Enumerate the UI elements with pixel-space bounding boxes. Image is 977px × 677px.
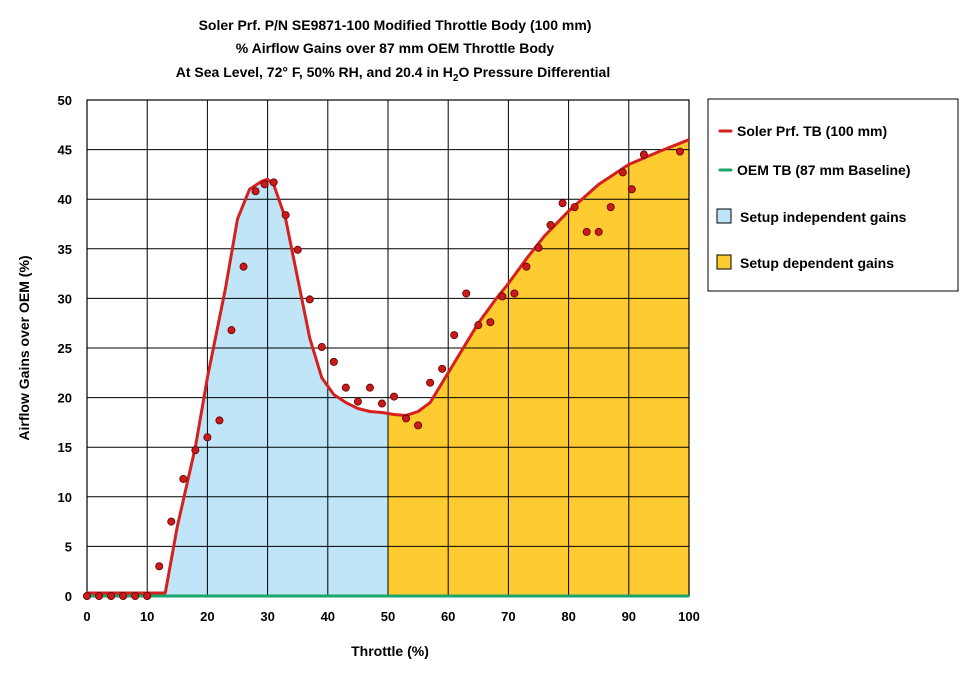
data-point [498, 292, 507, 301]
data-point [522, 262, 531, 271]
y-tick-label: 5 [65, 539, 72, 554]
y-tick-label: 10 [58, 490, 72, 505]
legend-label-soler: Soler Prf. TB (100 mm) [737, 123, 887, 139]
y-tick-label: 0 [65, 589, 72, 604]
legend-swatch-independent [716, 208, 732, 224]
data-point [474, 321, 483, 330]
x-tick-label: 70 [501, 609, 515, 624]
subtitle-text-post: O Pressure Differential [458, 64, 610, 80]
x-tick-label: 90 [622, 609, 636, 624]
x-tick-label: 80 [561, 609, 575, 624]
x-tick-label: 30 [260, 609, 274, 624]
x-tick-label: 60 [441, 609, 455, 624]
x-axis-title: Throttle (%) [351, 643, 429, 659]
data-point [402, 414, 411, 423]
x-tick-label: 20 [200, 609, 214, 624]
data-point [329, 357, 338, 366]
legend-label-dependent: Setup dependent gains [740, 255, 894, 271]
legend-label-independent: Setup independent gains [740, 209, 907, 225]
data-point [227, 326, 236, 335]
data-point [426, 378, 435, 387]
subtitle-text-pre: At Sea Level, 72° F, 50% RH, and 20.4 in… [176, 64, 453, 80]
data-point [341, 383, 350, 392]
x-tick-label: 100 [678, 609, 700, 624]
data-point [95, 592, 104, 601]
data-point [606, 203, 615, 212]
data-point [215, 416, 224, 425]
data-point [627, 185, 636, 194]
data-point [462, 289, 471, 298]
region-fills [87, 139, 689, 597]
chart-title-line-2: % Airflow Gains over 87 mm OEM Throttle … [236, 40, 555, 56]
x-tick-label: 0 [83, 609, 90, 624]
data-point [260, 180, 269, 189]
data-point [510, 289, 519, 298]
y-tick-label: 50 [58, 93, 72, 108]
soler-curve-series [87, 138, 690, 595]
data-point [143, 592, 152, 601]
data-point [570, 203, 579, 212]
y-tick-label: 15 [58, 440, 72, 455]
legend-swatch-dependent [716, 254, 732, 270]
data-point [191, 446, 200, 455]
x-tick-label: 40 [321, 609, 335, 624]
data-point [179, 474, 188, 483]
y-tick-label: 25 [58, 341, 72, 356]
y-tick-label: 45 [58, 143, 72, 158]
x-tick-labels: 0 10 20 30 40 50 60 70 80 90 100 [83, 609, 699, 624]
data-point [239, 262, 248, 271]
data-point [390, 392, 399, 401]
data-point [281, 211, 290, 220]
data-point [377, 399, 386, 408]
data-point [558, 199, 567, 208]
data-point [317, 343, 326, 352]
data-point [546, 220, 555, 229]
data-point [269, 178, 278, 187]
data-point [582, 227, 591, 236]
legend-label-oem: OEM TB (87 mm Baseline) [737, 162, 911, 178]
data-point [365, 383, 374, 392]
y-tick-label: 20 [58, 391, 72, 406]
legend: Soler Prf. TB (100 mm) OEM TB (87 mm Bas… [707, 98, 959, 292]
gridlines [87, 100, 689, 596]
data-point [293, 245, 302, 254]
y-tick-label: 30 [58, 291, 72, 306]
x-tick-label: 50 [381, 609, 395, 624]
data-point [486, 318, 495, 327]
y-tick-labels: 0 5 10 15 20 25 30 35 40 45 50 [58, 93, 72, 604]
data-point [83, 592, 92, 601]
data-point [414, 421, 423, 430]
data-point [107, 592, 116, 601]
y-tick-label: 40 [58, 192, 72, 207]
y-axis-title: Airflow Gains over OEM (%) [16, 255, 32, 440]
data-point [131, 592, 140, 601]
legend-box [707, 98, 959, 292]
region-setup-independent [87, 179, 388, 597]
data-point [639, 150, 648, 159]
data-point [305, 295, 314, 304]
subtitle-subscript: 2 [453, 73, 459, 84]
region-setup-dependent [388, 139, 689, 596]
data-point [618, 168, 627, 177]
x-tick-label: 10 [140, 609, 154, 624]
chart-title-line-1: Soler Prf. P/N SE9871-100 Modified Throt… [199, 17, 592, 33]
data-point [450, 331, 459, 340]
data-point [167, 517, 176, 526]
data-point [353, 397, 362, 406]
chart-subtitle: At Sea Level, 72° F, 50% RH, and 20.4 in… [176, 64, 610, 84]
data-point [251, 187, 260, 196]
y-tick-label: 35 [58, 242, 72, 257]
measured-points [83, 147, 684, 601]
data-point [155, 562, 164, 571]
data-point [438, 364, 447, 373]
data-point [534, 243, 543, 252]
data-point [675, 147, 684, 156]
data-point [119, 592, 128, 601]
soler-curve-line [87, 138, 690, 595]
data-point [203, 433, 212, 442]
data-point [594, 227, 603, 236]
